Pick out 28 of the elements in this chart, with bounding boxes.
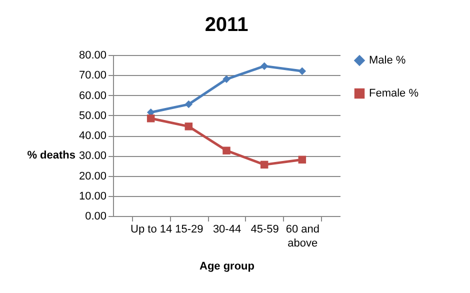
point — [298, 67, 306, 75]
point — [222, 146, 230, 154]
legend-label: Male % — [369, 54, 406, 66]
x-tick-label: Up to 14 — [130, 224, 172, 236]
y-tick-label: 30.00 — [78, 150, 106, 162]
y-tick-label: 10.00 — [78, 190, 106, 202]
y-tick-label: 80.00 — [78, 50, 106, 62]
y-tick-label: 20.00 — [78, 170, 106, 182]
point — [298, 156, 306, 164]
y-tick-label: 60.00 — [78, 90, 106, 102]
legend-label: Female % — [369, 88, 419, 100]
point — [146, 114, 155, 122]
y-tick-label: 70.00 — [78, 70, 106, 82]
x-tick-label: 45-59 — [250, 224, 279, 236]
y-axis-title: % deaths — [27, 150, 76, 162]
point — [260, 160, 268, 169]
point — [222, 75, 230, 84]
point — [184, 100, 193, 108]
y-tick-label: 40.00 — [78, 130, 106, 142]
point — [184, 122, 193, 130]
x-tick-label: 60 and above — [286, 224, 320, 250]
x-tick-label: 15-29 — [175, 224, 204, 236]
x-axis-title: Age group — [200, 260, 255, 272]
y-tick-label: 50.00 — [78, 110, 106, 122]
point — [260, 62, 268, 70]
y-tick-label: 0.00 — [85, 210, 106, 222]
chart-title: 2011 — [204, 14, 248, 36]
x-tick-label: 30-44 — [212, 224, 242, 236]
